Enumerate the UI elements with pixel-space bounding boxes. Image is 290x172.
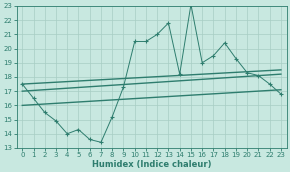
X-axis label: Humidex (Indice chaleur): Humidex (Indice chaleur)	[92, 159, 211, 169]
